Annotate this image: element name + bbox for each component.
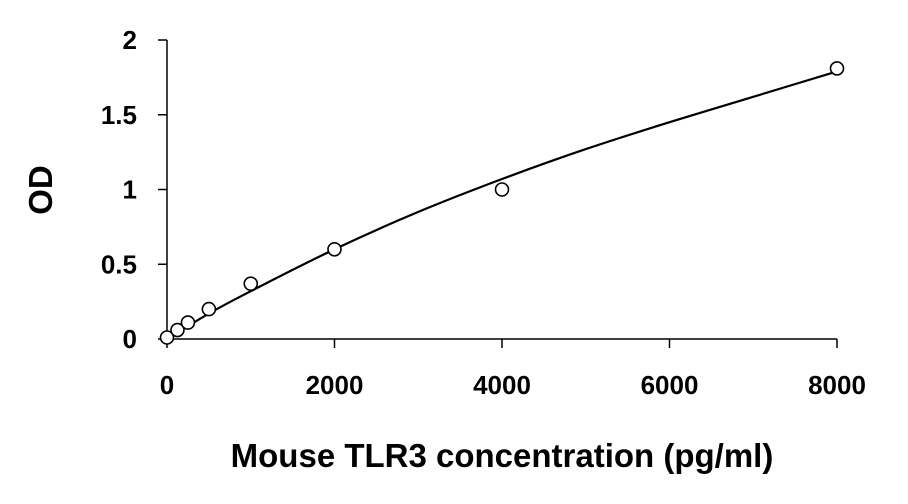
axes: 0 0.5 1 1.5 2 0 2000 4000 6000 8000 bbox=[101, 25, 866, 400]
data-point bbox=[243, 276, 259, 291]
y-tick-label: 1 bbox=[123, 175, 137, 205]
y-tick-label: 0 bbox=[123, 324, 137, 354]
data-point bbox=[180, 315, 196, 330]
x-tick-label: 8000 bbox=[808, 370, 866, 400]
x-axis-title: Mouse TLR3 concentration (pg/ml) bbox=[231, 437, 774, 474]
fit-curve-group bbox=[166, 70, 838, 340]
data-point bbox=[829, 61, 845, 76]
data-point bbox=[494, 182, 510, 197]
y-tick-label: 0.5 bbox=[101, 249, 137, 279]
data-point bbox=[170, 322, 185, 338]
y-axis-title: OD bbox=[22, 165, 59, 215]
x-tick-label: 4000 bbox=[473, 370, 531, 400]
data-point bbox=[159, 330, 175, 345]
fit-curve bbox=[166, 70, 838, 340]
x-tick-label: 6000 bbox=[641, 370, 699, 400]
data-point bbox=[201, 301, 217, 317]
data-point bbox=[327, 242, 342, 257]
x-tick-label: 0 bbox=[160, 370, 174, 400]
data-points bbox=[159, 61, 845, 345]
x-tick-label: 2000 bbox=[306, 370, 364, 400]
y-tick-label: 2 bbox=[123, 25, 137, 55]
y-tick-label: 1.5 bbox=[101, 100, 137, 130]
